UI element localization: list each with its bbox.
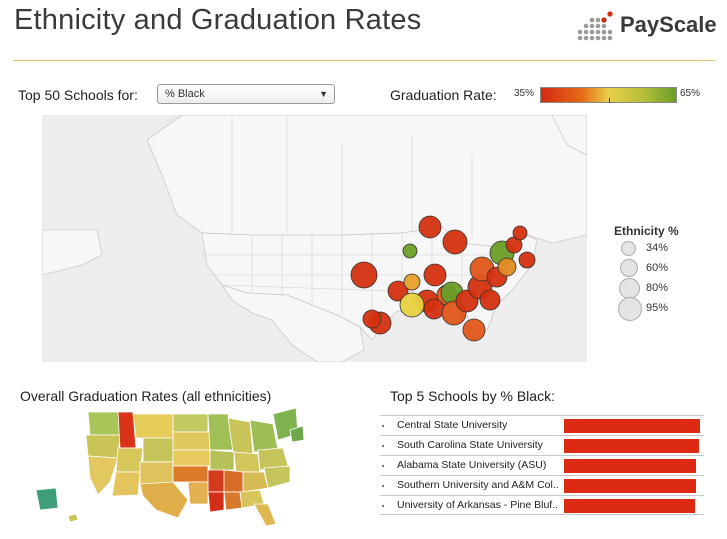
state-region	[35, 487, 59, 511]
school-marker	[518, 251, 536, 269]
title-divider	[14, 60, 716, 61]
graduation-rate-color-scale	[540, 87, 677, 103]
school-name: Alabama State University (ASU)	[397, 459, 547, 471]
school-name: Central State University	[397, 419, 508, 431]
school-marker	[399, 292, 425, 318]
state-region	[223, 491, 243, 511]
state-region	[87, 411, 124, 436]
state-region	[67, 513, 79, 523]
size-circle-icon	[619, 278, 640, 299]
school-bar[interactable]	[564, 419, 700, 433]
ethnicity-legend-title: Ethnicity %	[614, 224, 679, 238]
schools-map[interactable]	[42, 115, 587, 362]
school-marker	[442, 229, 468, 255]
payscale-logo-text: PayScale	[620, 12, 717, 37]
school-marker	[402, 243, 418, 259]
state-region	[187, 481, 209, 505]
school-marker	[423, 298, 445, 320]
state-region	[115, 447, 144, 473]
state-region	[263, 465, 291, 489]
table-row[interactable]: Central State University	[380, 415, 704, 435]
size-circle-icon	[618, 297, 642, 321]
state-region	[85, 434, 121, 459]
overall-rates-map[interactable]	[28, 400, 308, 530]
school-marker	[350, 261, 378, 289]
size-circle-icon	[621, 241, 636, 256]
school-name: Southern University and A&M Col..	[397, 479, 559, 491]
ethnicity-select[interactable]: % Black ▼	[157, 84, 335, 104]
graduation-rate-min: 35%	[514, 88, 535, 99]
state-region	[139, 481, 189, 519]
school-marker	[479, 289, 501, 311]
province-borders	[231, 115, 473, 240]
ethnicity-legend-label: 60%	[646, 262, 669, 274]
state-region	[172, 413, 209, 433]
state-region	[209, 449, 235, 471]
state-region	[172, 465, 209, 483]
state-region	[253, 503, 277, 527]
school-marker	[497, 257, 517, 277]
school-marker	[403, 273, 421, 291]
chevron-down-icon: ▼	[319, 89, 328, 99]
state-region	[142, 437, 174, 463]
graduation-rate-tick	[609, 98, 610, 103]
state-region	[289, 425, 305, 443]
top5-list: Central State University South Carolina S…	[380, 415, 704, 515]
state-region	[139, 461, 174, 485]
table-row[interactable]: Alabama State University (ASU)	[380, 455, 704, 475]
state-region	[242, 471, 269, 493]
state-region	[172, 431, 211, 451]
land-mexico	[221, 284, 365, 362]
school-marker	[462, 318, 486, 342]
graduation-rate-label: Graduation Rate:	[390, 87, 497, 103]
school-marker	[512, 225, 528, 241]
school-bar[interactable]	[564, 439, 699, 453]
school-bar[interactable]	[564, 479, 696, 493]
payscale-logo	[577, 11, 613, 41]
row-marker-icon	[382, 485, 384, 487]
school-bar[interactable]	[564, 459, 696, 473]
top5-title: Top 5 Schools by % Black:	[390, 388, 555, 404]
ethnicity-legend-label: 34%	[646, 242, 669, 254]
state-region	[223, 469, 244, 493]
row-marker-icon	[382, 425, 384, 427]
school-bar[interactable]	[564, 499, 695, 513]
land-greenland	[551, 115, 587, 156]
row-marker-icon	[382, 445, 384, 447]
state-region	[207, 491, 225, 513]
school-marker	[387, 280, 409, 302]
graduation-rate-max: 65%	[680, 88, 701, 99]
school-name: University of Arkansas - Pine Bluf..	[397, 499, 559, 511]
table-row[interactable]: University of Arkansas - Pine Bluf..	[380, 495, 704, 515]
school-markers	[350, 215, 536, 342]
size-circle-icon	[620, 259, 638, 277]
state-region	[132, 413, 174, 439]
state-region	[249, 419, 279, 453]
state-region	[233, 451, 261, 473]
overall-rates-title: Overall Graduation Rates (all ethnicitie…	[20, 388, 272, 404]
page-title: Ethnicity and Graduation Rates	[14, 4, 422, 36]
state-region	[172, 449, 211, 467]
state-region	[111, 471, 141, 497]
state-region	[87, 455, 119, 496]
school-marker	[418, 215, 442, 239]
land-alaska	[42, 229, 103, 276]
row-marker-icon	[382, 465, 384, 467]
school-name: South Carolina State University	[397, 439, 543, 451]
school-marker	[423, 263, 447, 287]
table-row[interactable]: Southern University and A&M Col..	[380, 475, 704, 495]
ethnicity-legend-label: 95%	[646, 302, 669, 314]
row-marker-icon	[382, 505, 384, 507]
filter-label: Top 50 Schools for:	[18, 87, 138, 103]
ethnicity-select-value: % Black	[165, 88, 205, 100]
state-region	[207, 469, 225, 493]
school-marker	[362, 309, 382, 329]
ethnicity-legend-label: 80%	[646, 282, 669, 294]
table-row[interactable]: South Carolina State University	[380, 435, 704, 455]
